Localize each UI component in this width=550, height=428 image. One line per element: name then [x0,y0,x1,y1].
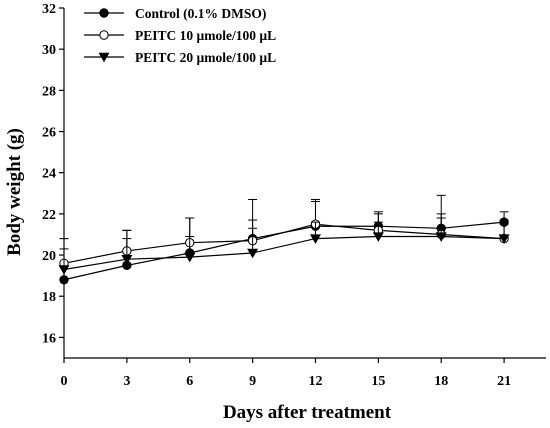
x-tick-label: 18 [434,374,448,389]
x-tick-label: 9 [249,374,256,389]
x-tick-label: 0 [61,374,68,389]
x-tick-label: 6 [186,374,193,389]
legend-marker-peitc-10 [99,30,109,40]
data-point-peitc-20 [372,232,384,242]
y-tick-label: 24 [42,167,56,182]
y-axis-title: Body weight (g) [4,128,25,256]
data-point-peitc-20 [435,232,447,242]
series-layer [58,194,510,285]
series-line-peitc-20 [63,235,505,271]
y-tick-label: 32 [42,2,56,17]
y-tick-label: 26 [42,126,56,141]
y-tick-label: 20 [42,249,56,264]
data-point-peitc-20 [58,265,70,275]
series-line-peitc-10 [63,223,505,264]
y-tick-label: 30 [42,43,56,58]
data-point-control [59,275,69,285]
data-point-peitc-20 [247,248,259,259]
x-tick-label: 12 [308,374,322,389]
legend-item-peitc-10: PEITC 10 µmole/100 µL [84,28,276,43]
legend-label-peitc-20: PEITC 20 µmole/100 µL [135,50,276,65]
legend-marker-peitc-20 [98,52,110,63]
x-axis-title: Days after treatment [223,402,392,423]
data-point-peitc-20 [309,234,321,244]
data-point-peitc-20 [498,234,510,244]
legend-item-peitc-20: PEITC 20 µmole/100 µL [84,50,276,65]
legend-label-control: Control (0.1% DMSO) [135,6,266,21]
data-point-peitc-20 [184,252,196,263]
y-tick-label: 16 [42,331,56,346]
x-tick-label: 21 [497,374,511,389]
legend: Control (0.1% DMSO) PEITC 10 µmole/100 µ… [84,6,276,65]
y-tick-label: 22 [42,208,56,223]
x-tick-label: 15 [371,374,385,389]
series-peitc-20 [58,217,510,275]
legend-marker-control [99,8,109,18]
y-tick-label: 28 [42,84,56,99]
legend-label-peitc-10: PEITC 10 µmole/100 µL [135,28,276,43]
y-axis-ticks: 16 18 20 22 24 26 28 30 32 [42,2,64,346]
x-axis-ticks: 0 3 6 9 12 15 18 21 [61,358,511,389]
plot-area: 16 18 20 22 24 26 28 30 32 0 3 6 9 12 15 18 21 [42,2,546,389]
y-tick-label: 18 [42,290,56,305]
data-point-peitc-20 [121,254,133,265]
x-tick-label: 3 [123,374,130,389]
legend-item-control: Control (0.1% DMSO) [84,6,266,21]
